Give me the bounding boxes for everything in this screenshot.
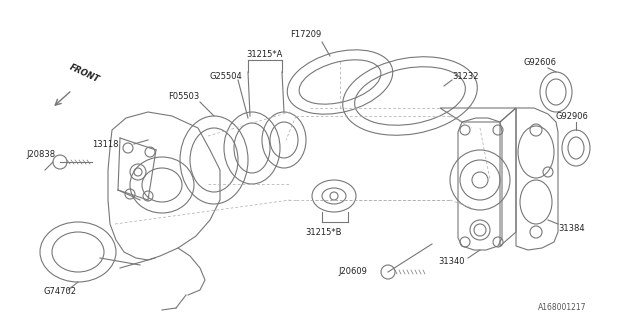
Text: F05503: F05503 — [168, 92, 199, 100]
Text: G92606: G92606 — [524, 58, 557, 67]
Text: 31340: 31340 — [438, 258, 465, 267]
Text: FRONT: FRONT — [68, 62, 101, 84]
Text: 13118: 13118 — [92, 140, 118, 148]
Text: G25504: G25504 — [210, 71, 243, 81]
Text: F17209: F17209 — [290, 29, 321, 38]
Text: 31232: 31232 — [452, 71, 479, 81]
Text: J20838: J20838 — [26, 149, 55, 158]
Text: J20609: J20609 — [338, 268, 367, 276]
Text: G74702: G74702 — [44, 287, 77, 297]
Text: 31215*B: 31215*B — [305, 228, 342, 236]
Text: A168001217: A168001217 — [538, 303, 586, 313]
Text: 31384: 31384 — [558, 223, 584, 233]
Text: G92906: G92906 — [555, 111, 588, 121]
Text: 31215*A: 31215*A — [246, 50, 282, 59]
